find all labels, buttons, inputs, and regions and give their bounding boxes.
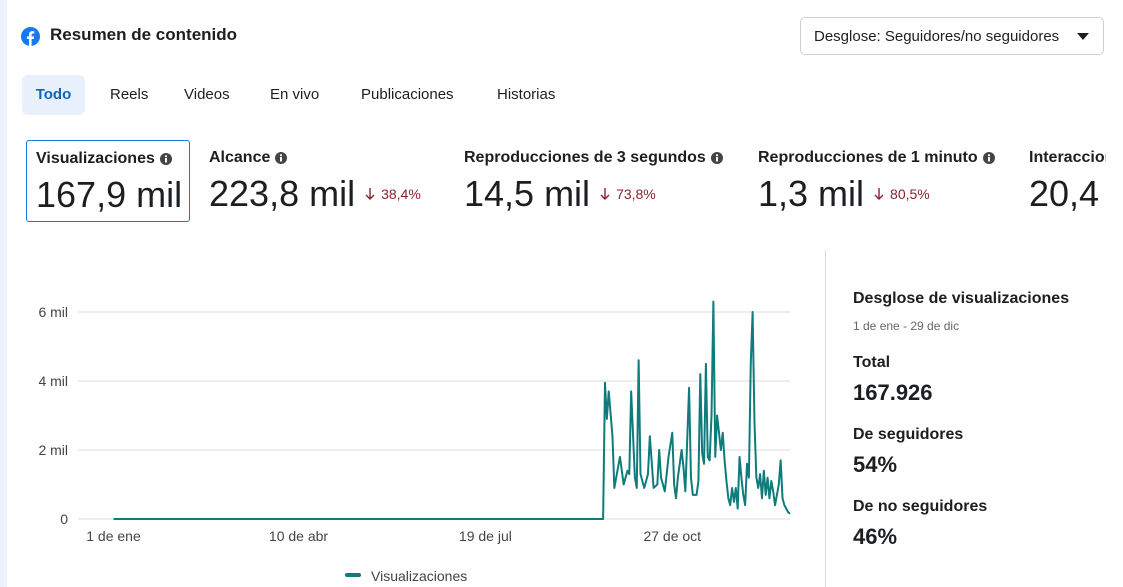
- metric-value: 1,3 mil: [758, 173, 865, 214]
- metric-change: 38,4%: [381, 186, 421, 202]
- legend-label: Visualizaciones: [371, 568, 467, 584]
- metric-value: 14,5 mil: [464, 173, 591, 214]
- info-icon: [710, 152, 723, 164]
- metric-card[interactable]: Interacciones 20,4: [1029, 140, 1106, 222]
- facebook-icon: [21, 27, 40, 46]
- tab[interactable]: Videos: [184, 86, 230, 103]
- y-tick-label: 0: [60, 511, 68, 527]
- info-icon: [982, 152, 995, 164]
- breakdown-label: De seguidores: [853, 426, 964, 443]
- breakdown-dropdown[interactable]: Desglose: Seguidores/no seguidores: [800, 17, 1104, 55]
- metric-label: Reproducciones de 1 minuto: [758, 149, 978, 166]
- tab[interactable]: Reels: [110, 86, 149, 103]
- x-tick-label: 27 de oct: [643, 528, 701, 544]
- metric-label: Visualizaciones: [36, 150, 155, 167]
- breakdown-title: Desglose de visualizaciones: [853, 290, 1070, 307]
- metric-change: 73,8%: [616, 186, 656, 202]
- metric-card[interactable]: Reproducciones de 1 minuto 1,3 mil 80,5%: [758, 140, 1023, 222]
- metric-card[interactable]: Alcance 223,8 mil 38,4%: [209, 140, 459, 222]
- metric-card[interactable]: Reproducciones de 3 segundos 14,5 mil 73,…: [464, 140, 754, 222]
- dropdown-label: Desglose: Seguidores/no seguidores: [814, 28, 1060, 45]
- tab[interactable]: Publicaciones: [361, 86, 454, 103]
- y-tick-label: 2 mil: [38, 442, 68, 458]
- x-tick-label: 1 de ene: [86, 528, 141, 544]
- info-icon: [159, 153, 172, 165]
- metric-change: 80,5%: [890, 186, 930, 202]
- y-tick-label: 4 mil: [38, 373, 68, 389]
- metric-label: Reproducciones de 3 segundos: [464, 149, 706, 166]
- line: [113, 300, 791, 520]
- breakdown-value: 46%: [853, 524, 898, 549]
- divider: [825, 250, 826, 587]
- breakdown-label: De no seguidores: [853, 498, 988, 515]
- down-arrow: [365, 188, 375, 200]
- tab[interactable]: En vivo: [270, 86, 320, 103]
- breakdown-value: 167.926: [853, 380, 933, 405]
- page-title: Resumen de contenido: [50, 25, 238, 44]
- info-icon: [275, 152, 288, 164]
- tab[interactable]: Todo: [22, 75, 85, 115]
- breakdown-value: 54%: [853, 452, 898, 477]
- down-arrow: [874, 188, 884, 200]
- x-tick-label: 10 de abr: [269, 528, 328, 544]
- chart: 0 2 mil 4 mil 6 mil 1 de ene 10 de abr 19 de j…: [38, 300, 791, 584]
- metric-value: 223,8 mil: [209, 173, 356, 214]
- x-tick-label: 19 de jul: [459, 528, 512, 544]
- caret: [1077, 33, 1089, 40]
- metric-label: Interacciones: [1029, 149, 1106, 166]
- metric-value: 167,9 mil: [36, 174, 183, 215]
- legend-swatch: [345, 573, 361, 577]
- down-arrow: [600, 188, 610, 200]
- side-strip: [0, 0, 7, 587]
- breakdown-label: Total: [853, 354, 891, 371]
- metric-card[interactable]: Visualizaciones 167,9 mil: [26, 140, 190, 222]
- breakdown-date: 1 de ene - 29 de dic: [853, 319, 960, 333]
- y-tick-label: 6 mil: [38, 304, 68, 320]
- metric-value: 20,4: [1029, 173, 1100, 214]
- metric-label: Alcance: [209, 149, 271, 166]
- tab[interactable]: Historias: [497, 86, 556, 103]
